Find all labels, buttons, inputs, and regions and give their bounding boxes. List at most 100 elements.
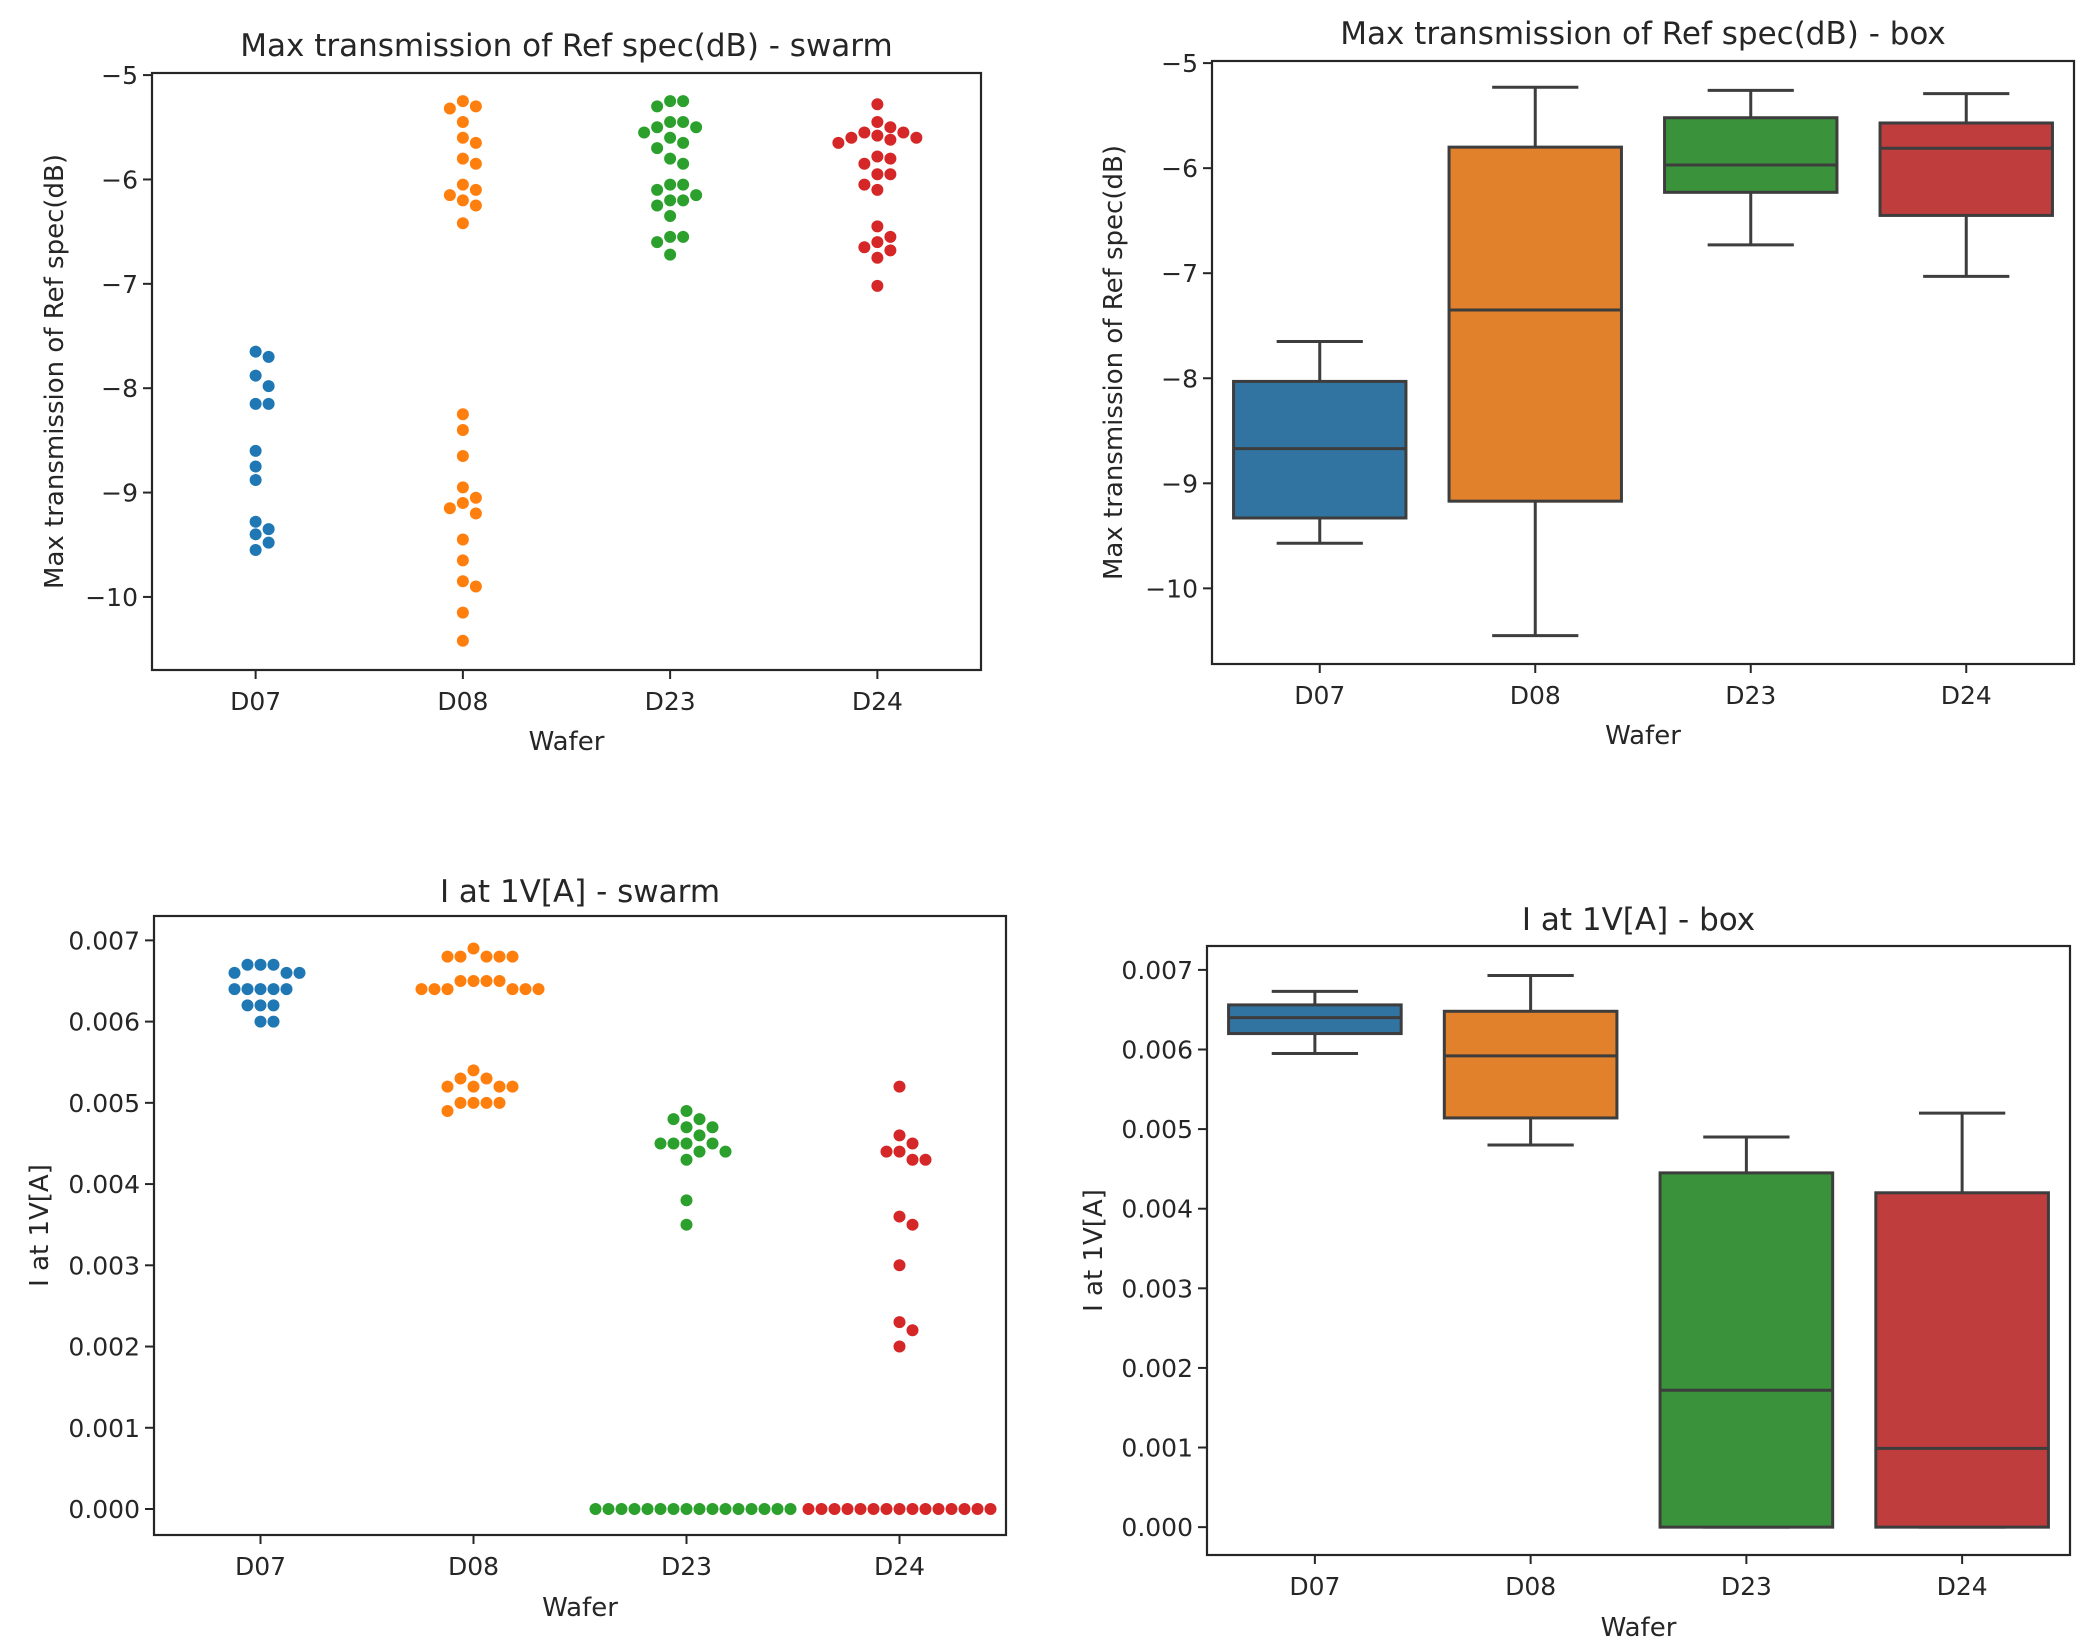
box2-ytick-label: 0.005	[1121, 1115, 1193, 1144]
swarm1-point-d23	[677, 116, 690, 129]
swarm2-point-d23	[693, 1503, 706, 1516]
swarm2-point-d24	[802, 1503, 815, 1516]
swarm2-xtick-label: D24	[874, 1552, 925, 1581]
swarm2-point-d23	[706, 1121, 719, 1134]
swarm2-point-d23	[693, 1145, 706, 1158]
swarm1-xtick-label: D07	[230, 687, 281, 716]
box1-d23-box	[1663, 116, 1839, 194]
swarm2-ytick-label: 0.001	[68, 1414, 140, 1443]
box2-ytick-label: 0.007	[1121, 956, 1193, 985]
swarm2-point-d07	[267, 958, 280, 971]
swarm2-point-d23	[680, 1194, 693, 1207]
swarm1-point-d23	[664, 178, 677, 191]
swarm1-point-d07	[249, 515, 262, 528]
swarm2-point-d23	[628, 1503, 641, 1516]
swarm2-point-d08	[493, 1080, 506, 1093]
swarm1-xtick-label: D23	[645, 687, 696, 716]
swarm1-point-d08	[456, 131, 469, 144]
swarm1-point-d08	[469, 100, 482, 113]
swarm2-ytick-label: 0.006	[68, 1008, 140, 1037]
swarm1-point-d07	[249, 444, 262, 457]
swarm1-point-d08	[456, 95, 469, 108]
box2-xlabel: Wafer	[1601, 1613, 1677, 1643]
swarm2-point-d07	[228, 966, 241, 979]
box2-xtick-label: D23	[1721, 1572, 1772, 1601]
swarm1-point-d07	[262, 523, 275, 536]
swarm2-ytick-label: 0.005	[68, 1089, 140, 1118]
swarm2-point-d08	[467, 1064, 480, 1077]
swarm1-point-d24	[884, 168, 897, 181]
swarm2-point-d08	[532, 983, 545, 996]
swarm2-point-d08	[493, 950, 506, 963]
swarm2-point-d24	[906, 1503, 919, 1516]
box1-xtick-label: D24	[1941, 681, 1992, 710]
swarm1-title: Max transmission of Ref spec(dB) - swarm	[240, 28, 892, 64]
swarm1-point-d24	[871, 98, 884, 111]
swarm1-point-d23	[664, 248, 677, 261]
swarm2-point-d23	[745, 1503, 758, 1516]
box2-ytick-label: 0.000	[1121, 1513, 1193, 1542]
swarm1-point-d08	[469, 183, 482, 196]
swarm2-point-d23	[667, 1503, 680, 1516]
box1-ytick-label: −7	[1161, 259, 1198, 288]
swarm1-xtick-label: D08	[437, 687, 488, 716]
swarm1-point-d23	[664, 116, 677, 129]
swarm2-point-d24	[828, 1503, 841, 1516]
swarm2-point-d08	[506, 1080, 519, 1093]
box2-xtick-label: D07	[1289, 1572, 1340, 1601]
swarm2-point-d24	[984, 1503, 997, 1516]
swarm2-point-d23	[680, 1104, 693, 1117]
swarm2-point-d08	[506, 983, 519, 996]
swarm2-point-d08	[467, 974, 480, 987]
swarm2-point-d23	[667, 1113, 680, 1126]
swarm2-point-d24	[880, 1503, 893, 1516]
box1-d24-box	[1878, 121, 2054, 217]
swarm1-ytick-label: −7	[101, 270, 138, 299]
swarm1-ytick-label: −8	[101, 374, 138, 403]
box1-ylabel: Max transmission of Ref spec(dB)	[1099, 145, 1129, 580]
swarm1-point-d24	[871, 279, 884, 292]
swarm1-point-d24	[884, 121, 897, 134]
swarm2-point-d07	[280, 983, 293, 996]
swarm1-point-d24	[910, 131, 923, 144]
box1-title: Max transmission of Ref spec(dB) - box	[1340, 16, 1946, 52]
swarm2-xtick-label: D08	[448, 1552, 499, 1581]
swarm2-frame	[152, 914, 1008, 1537]
swarm1-point-d24	[858, 126, 871, 139]
swarm2-point-d23	[680, 1218, 693, 1231]
swarm2-xtick-label: D23	[661, 1552, 712, 1581]
swarm2-point-d24	[906, 1324, 919, 1337]
swarm2-ytick-label: 0.003	[68, 1251, 140, 1280]
swarm1-point-d23	[651, 142, 664, 155]
swarm1-point-d23	[677, 194, 690, 207]
swarm1-point-d07	[249, 345, 262, 358]
swarm1-point-d24	[832, 136, 845, 149]
swarm2-point-d24	[893, 1259, 906, 1272]
swarm1-point-d23	[677, 95, 690, 108]
swarm1-point-d24	[884, 230, 897, 243]
swarm2-title: I at 1V[A] - swarm	[440, 874, 720, 910]
swarm1-point-d07	[262, 397, 275, 410]
swarm2-xtick-label: D07	[235, 1552, 286, 1581]
swarm2-point-d24	[893, 1080, 906, 1093]
swarm2-point-d24	[893, 1210, 906, 1223]
swarm2-point-d08	[441, 1104, 454, 1117]
swarm1-point-d08	[456, 116, 469, 129]
swarm1-point-d07	[249, 543, 262, 556]
swarm1-point-d08	[443, 502, 456, 515]
swarm1-point-d08	[469, 136, 482, 149]
swarm1-point-d08	[443, 102, 456, 115]
swarm1-point-d24	[871, 116, 884, 129]
swarm1-point-d24	[897, 126, 910, 139]
swarm2-point-d24	[854, 1503, 867, 1516]
swarm1-point-d08	[469, 507, 482, 520]
box2-ytick-label: 0.003	[1121, 1274, 1193, 1303]
box2-ytick-label: 0.004	[1121, 1195, 1193, 1224]
swarm1-point-d24	[884, 244, 897, 257]
swarm2-point-d24	[893, 1129, 906, 1142]
swarm1-point-d23	[677, 230, 690, 243]
swarm1-point-d24	[858, 157, 871, 170]
box2-ytick-label: 0.001	[1121, 1434, 1193, 1463]
swarm1-point-d08	[469, 199, 482, 212]
swarm1-point-d08	[456, 554, 469, 567]
